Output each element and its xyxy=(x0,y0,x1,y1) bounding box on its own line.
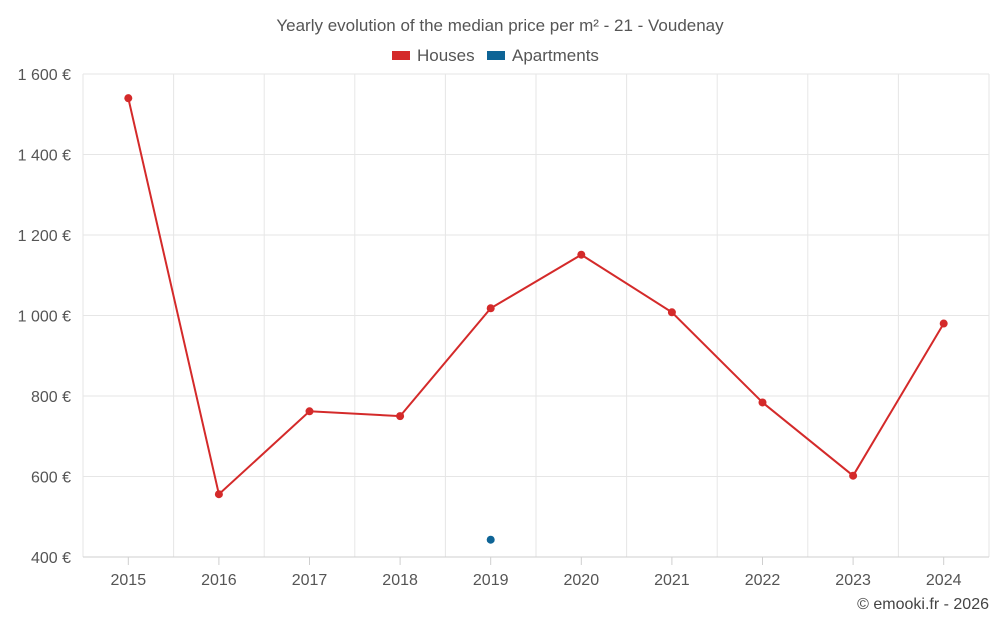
x-tick-label: 2023 xyxy=(835,572,871,589)
legend-item-houses[interactable]: Houses xyxy=(392,46,475,65)
y-tick-label: 1 000 € xyxy=(18,309,71,326)
data-point-houses[interactable] xyxy=(939,319,948,328)
x-tick-label: 2022 xyxy=(745,572,781,589)
x-tick-label: 2024 xyxy=(926,572,962,589)
data-point-houses[interactable] xyxy=(486,304,495,313)
data-point-houses[interactable] xyxy=(667,308,676,317)
data-point-houses[interactable] xyxy=(214,490,223,499)
credit-text: © emooki.fr - 2026 xyxy=(857,596,989,613)
legend: Houses Apartments xyxy=(392,46,599,65)
legend-label-apartments: Apartments xyxy=(512,46,599,65)
y-tick-label: 1 600 € xyxy=(18,67,71,84)
legend-item-apartments[interactable]: Apartments xyxy=(487,46,599,65)
data-point-apartments[interactable] xyxy=(486,535,495,544)
data-point-houses[interactable] xyxy=(577,250,586,259)
x-tick-label: 2017 xyxy=(292,572,328,589)
x-tick-label: 2019 xyxy=(473,572,509,589)
grid xyxy=(82,73,990,558)
y-tick-label: 800 € xyxy=(31,389,71,406)
data-point-houses[interactable] xyxy=(849,471,858,480)
y-axis-ticks: 400 € 600 € 800 € 1 000 € 1 200 € 1 400 € 1 60… xyxy=(18,67,71,567)
legend-swatch-houses xyxy=(392,51,410,60)
data-point-houses[interactable] xyxy=(758,398,767,407)
x-axis-ticks: 2015 2016 2017 2018 2019 2020 2021 2022 2023 2024 xyxy=(111,557,962,589)
legend-swatch-apartments xyxy=(487,51,505,60)
y-tick-label: 600 € xyxy=(31,470,71,487)
x-tick-label: 2020 xyxy=(564,572,600,589)
x-tick-label: 2015 xyxy=(111,572,147,589)
series xyxy=(124,94,948,544)
y-tick-label: 1 400 € xyxy=(18,148,71,165)
data-point-houses[interactable] xyxy=(305,407,314,416)
legend-label-houses: Houses xyxy=(417,46,475,65)
x-tick-label: 2016 xyxy=(201,572,237,589)
series-line-houses xyxy=(127,97,945,497)
x-tick-label: 2018 xyxy=(382,572,418,589)
y-tick-label: 400 € xyxy=(31,550,71,567)
data-point-houses[interactable] xyxy=(396,412,405,421)
y-tick-label: 1 200 € xyxy=(18,228,71,245)
chart-title: Yearly evolution of the median price per… xyxy=(276,16,724,35)
data-point-houses[interactable] xyxy=(124,94,133,103)
x-tick-label: 2021 xyxy=(654,572,690,589)
